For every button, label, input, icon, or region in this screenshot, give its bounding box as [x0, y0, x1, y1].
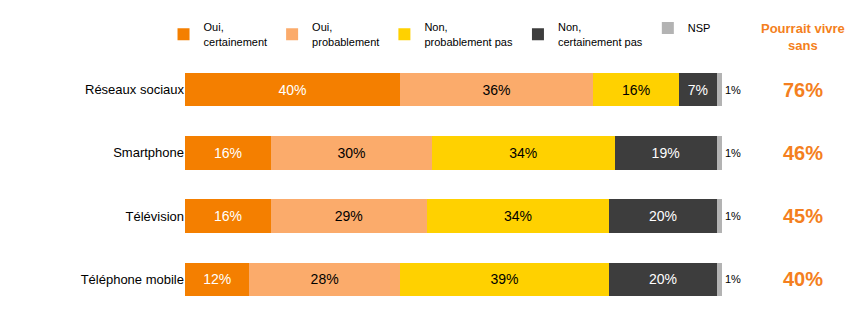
svg-text:30%: 30%: [337, 145, 365, 161]
svg-text:Téléphone mobile: Téléphone mobile: [81, 272, 184, 287]
svg-text:20%: 20%: [649, 208, 677, 224]
svg-text:46%: 46%: [783, 142, 823, 164]
svg-text:Non,certainement pas: Non,certainement pas: [558, 21, 643, 47]
svg-text:16%: 16%: [214, 208, 242, 224]
svg-text:1%: 1%: [725, 147, 741, 159]
svg-text:45%: 45%: [783, 205, 823, 227]
svg-text:1%: 1%: [725, 210, 741, 222]
svg-text:Télévision: Télévision: [125, 209, 184, 224]
svg-text:Réseaux sociaux: Réseaux sociaux: [85, 82, 184, 97]
svg-text:76%: 76%: [783, 79, 823, 101]
svg-text:1%: 1%: [725, 84, 741, 96]
svg-text:Pourrait vivresans: Pourrait vivresans: [761, 21, 845, 53]
svg-text:7%: 7%: [688, 82, 708, 98]
svg-text:16%: 16%: [214, 145, 242, 161]
svg-text:36%: 36%: [482, 82, 510, 98]
svg-text:Smartphone: Smartphone: [113, 145, 184, 160]
svg-text:34%: 34%: [504, 208, 532, 224]
svg-text:16%: 16%: [622, 82, 650, 98]
svg-text:20%: 20%: [649, 271, 677, 287]
svg-text:34%: 34%: [509, 145, 537, 161]
svg-text:1%: 1%: [725, 273, 741, 285]
svg-text:40%: 40%: [783, 268, 823, 290]
svg-text:40%: 40%: [278, 82, 306, 98]
svg-text:29%: 29%: [335, 208, 363, 224]
svg-text:19%: 19%: [652, 145, 680, 161]
svg-text:12%: 12%: [203, 271, 231, 287]
svg-text:Oui,certainement: Oui,certainement: [204, 21, 268, 47]
svg-text:NSP: NSP: [688, 22, 711, 34]
svg-text:Non,probablement pas: Non,probablement pas: [424, 21, 513, 47]
svg-text:28%: 28%: [311, 271, 339, 287]
svg-text:Oui,probablement: Oui,probablement: [312, 21, 379, 47]
svg-text:39%: 39%: [490, 271, 518, 287]
